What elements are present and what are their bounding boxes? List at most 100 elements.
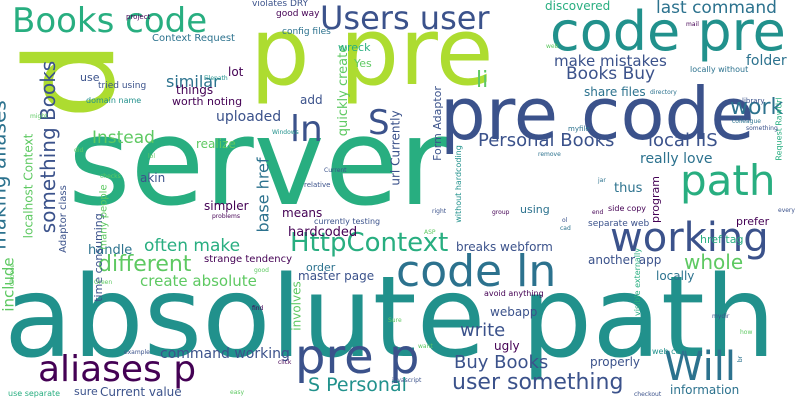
cloud-word: javascript [392, 377, 422, 384]
cloud-word: quickly create [336, 44, 352, 137]
cloud-word: Instead [92, 128, 155, 148]
cloud-word: li [476, 68, 489, 93]
cloud-word: Sure [388, 317, 402, 324]
cloud-word: create absolute [140, 272, 257, 290]
cloud-word: Yes [354, 57, 372, 70]
cloud-word: locally without [690, 65, 749, 74]
cloud-word: code ln [396, 246, 557, 297]
cloud-word: right [432, 208, 447, 215]
cloud-word: find [252, 305, 264, 312]
cloud-word: relative [304, 181, 331, 189]
cloud-word: pre code [440, 72, 755, 156]
cloud-word: ASP [424, 229, 436, 236]
cloud-word: Choose [9, 263, 17, 287]
cloud-word: path [680, 156, 776, 205]
cloud-word: Users user [320, 0, 490, 37]
cloud-word: use separate [8, 389, 61, 398]
cloud-word: violates DRY [252, 0, 309, 9]
cloud-word: mail [686, 21, 699, 28]
cloud-word: url Currently [388, 110, 403, 186]
cloud-word: separate web [588, 219, 650, 229]
cloud-word: lol [148, 153, 156, 160]
cloud-word: properly [590, 355, 640, 369]
cloud-word: problems [212, 213, 240, 220]
cloud-word: make mistakes [554, 52, 667, 70]
cloud-word: Personal Books [478, 130, 615, 151]
cloud-word: uploaded [216, 109, 282, 125]
cloud-word: Green [94, 279, 113, 286]
cloud-word: ugly [494, 339, 520, 353]
cloud-word: sure [74, 385, 98, 398]
cloud-word: Current value [100, 385, 182, 399]
cloud-word: base href [253, 157, 273, 233]
cloud-word: tried using [98, 81, 147, 91]
cloud-word: wreck [338, 41, 371, 54]
cloud-word: checks [100, 173, 121, 180]
cloud-word: share files [584, 85, 646, 99]
cloud-word: folder [746, 53, 787, 69]
cloud-word: realize [196, 137, 236, 151]
cloud-word: something Books [36, 60, 61, 234]
cloud-word: user something [452, 370, 624, 395]
cloud-word: ln [290, 109, 323, 150]
cloud-word: S Personal [308, 374, 407, 396]
cloud-word: want [418, 343, 433, 350]
cloud-word: project [126, 13, 151, 21]
cloud-word: click [278, 359, 292, 366]
cloud-word: handle [88, 243, 133, 258]
cloud-word: master page [298, 269, 375, 283]
cloud-word: thus [614, 181, 643, 196]
cloud-word: end [592, 209, 604, 216]
cloud-word: Current [324, 167, 347, 174]
cloud-word: means [282, 206, 323, 220]
cloud-word: Filepath [204, 75, 228, 82]
cloud-word: another app [588, 253, 662, 267]
cloud-word: things [176, 83, 214, 97]
cloud-word: did [74, 147, 84, 154]
cloud-word: config files [282, 27, 331, 37]
cloud-word: visible externally [633, 248, 642, 316]
cloud-word: without hardcoding [453, 145, 463, 223]
cloud-word: S [368, 103, 390, 143]
cloud-word: pre p [295, 329, 420, 385]
cloud-word: something [746, 125, 778, 132]
cloud-word: write [460, 320, 506, 341]
cloud-word: add [300, 93, 323, 107]
cloud-word: good way [276, 9, 320, 19]
cloud-word: work [730, 95, 784, 120]
cloud-word: locally [656, 269, 695, 283]
cloud-word: jar [598, 177, 606, 184]
cloud-word: Windows [272, 129, 299, 136]
cloud-word: every [778, 207, 795, 214]
cloud-word: might [30, 113, 48, 120]
cloud-word: how [740, 329, 753, 336]
cloud-word: really love [640, 151, 713, 167]
cloud-word: example [124, 349, 150, 356]
cloud-word: href tag [700, 233, 744, 246]
cloud-word: information [670, 383, 740, 397]
cloud-word: p pre [250, 0, 494, 107]
cloud-word: mydir [712, 313, 730, 320]
cloud-word: code pre [550, 0, 786, 63]
cloud-word: prefer [736, 215, 770, 228]
cloud-word: simpler [204, 199, 249, 213]
cloud-word: order [306, 261, 336, 274]
cloud-word: avoid anything [484, 289, 544, 298]
cloud-word: using [520, 203, 550, 216]
cloud-word: good [254, 267, 269, 274]
cloud-word: worth noting [172, 95, 243, 108]
cloud-word: library [742, 97, 765, 105]
cloud-word: Buy Books [454, 352, 549, 373]
cloud-word: currently testing [314, 217, 381, 226]
cloud-word: hardcoded [288, 225, 358, 240]
cloud-word: webapp [490, 305, 538, 319]
cloud-word: making aliases [0, 100, 11, 250]
cloud-word: discovered [545, 0, 611, 13]
cloud-word: similar [166, 72, 220, 91]
cloud-word: often make [144, 236, 241, 256]
cloud-word: Form Adaptor [430, 86, 444, 161]
cloud-word: side copy [608, 204, 647, 213]
cloud-word: lot [228, 65, 244, 79]
cloud-word: Books Buy [566, 64, 656, 84]
cloud-word: aliases p [38, 349, 197, 390]
